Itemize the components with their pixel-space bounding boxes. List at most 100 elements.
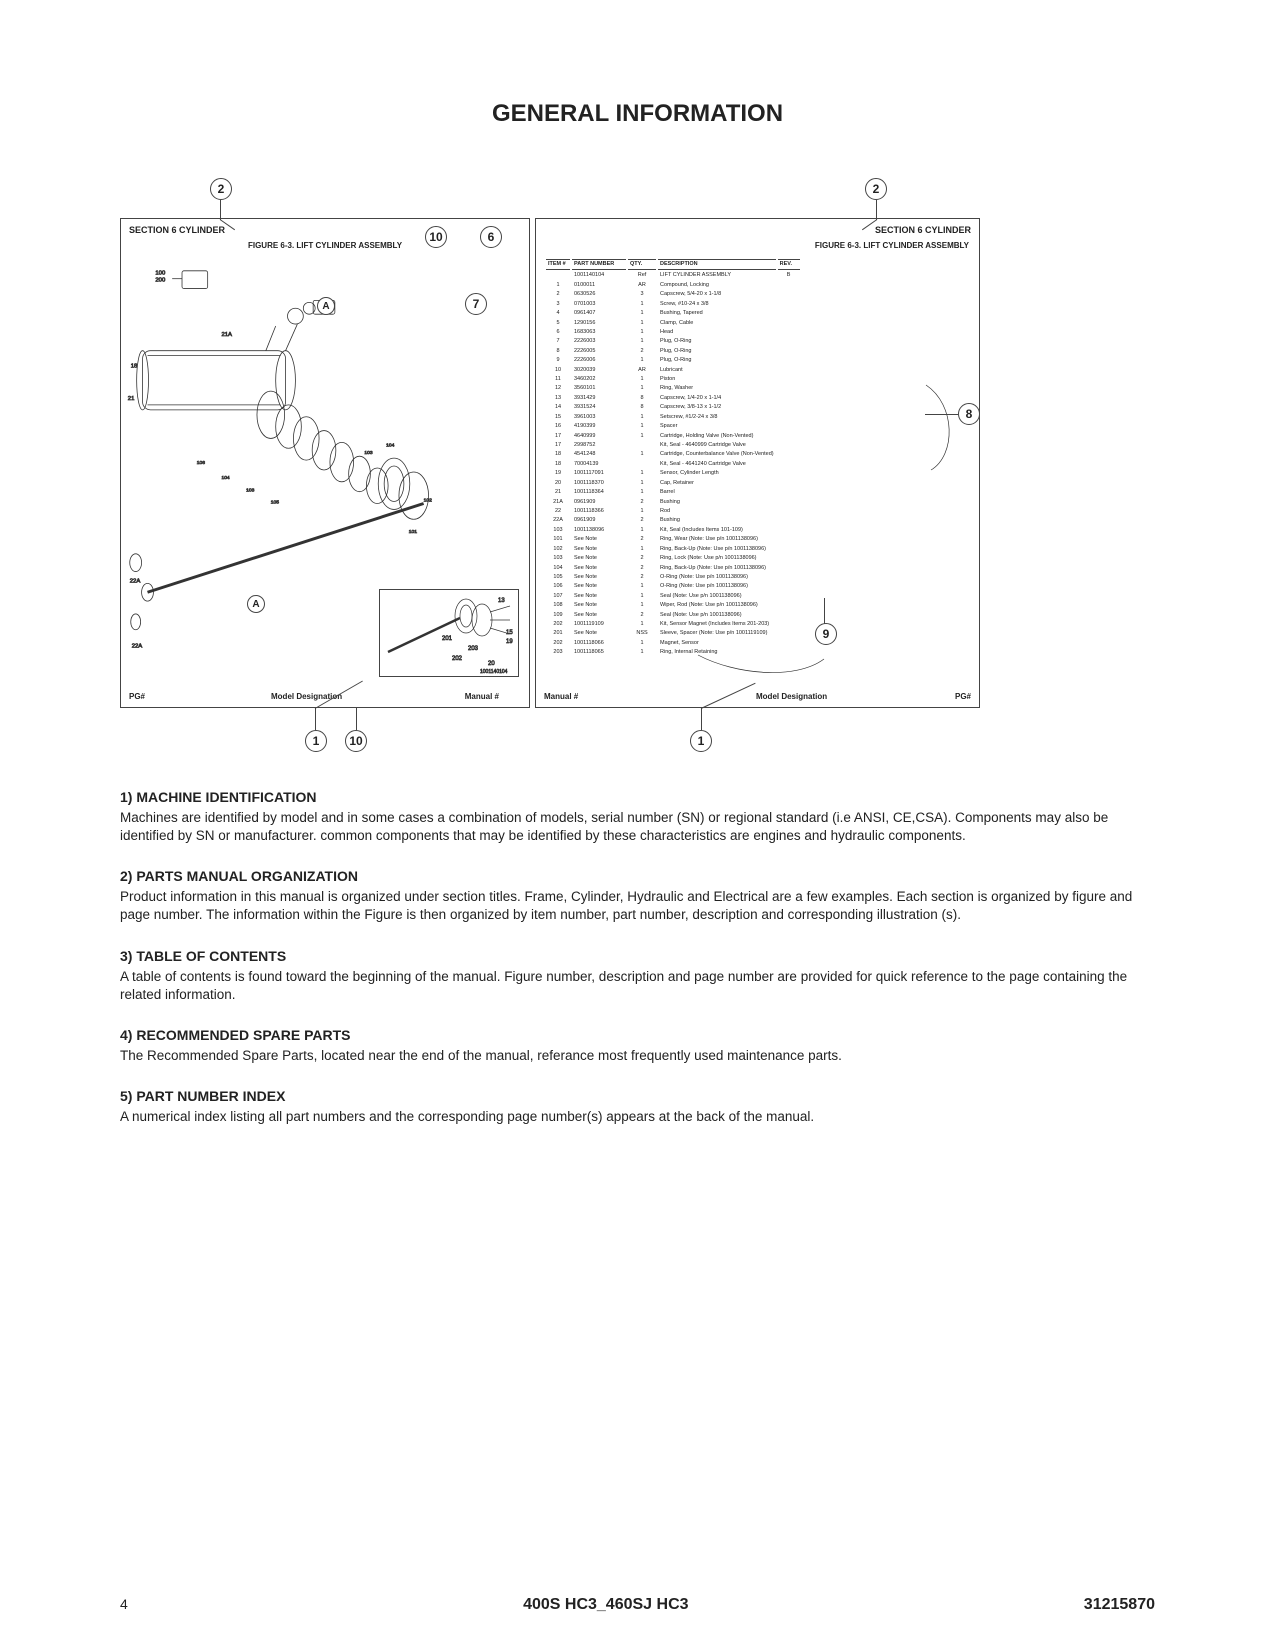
cell-item: 203 — [546, 649, 570, 656]
cell-pn: See Note — [572, 574, 626, 581]
cell-item: 6 — [546, 329, 570, 336]
cell-qty: 1 — [628, 433, 656, 440]
table-row: 106See Note1 O-Ring (Note: Use p/n 10011… — [546, 583, 800, 590]
cell-item: 21 — [546, 489, 570, 496]
cell-rev — [778, 630, 800, 637]
cell-item: 19 — [546, 470, 570, 477]
table-row: 104See Note2 Ring, Back-Up (Note: Use p/… — [546, 565, 800, 572]
callout-A-2: A — [247, 595, 265, 613]
cell-rev — [778, 423, 800, 430]
cell-pn: 1001117091 — [572, 470, 626, 477]
section-body: The Recommended Spare Parts, located nea… — [120, 1047, 1155, 1065]
table-row: 1641903991Spacer — [546, 423, 800, 430]
cell-pn: See Note — [572, 555, 626, 562]
cell-pn: 1290156 — [572, 320, 626, 327]
cell-qty: 1 — [628, 508, 656, 515]
cell-pn: 1001118364 — [572, 489, 626, 496]
svg-text:20: 20 — [488, 661, 495, 667]
cell-rev — [778, 442, 800, 449]
cell-desc: Capscrew, 3/8-13 x 1-1/2 — [658, 404, 776, 411]
cell-qty: Ref — [628, 272, 656, 279]
section-heading: 1) MACHINE IDENTIFICATION — [120, 788, 1155, 807]
cell-desc: LIFT CYLINDER ASSEMBLY — [658, 272, 776, 279]
cell-item: 12 — [546, 385, 570, 392]
cell-pn: 3460202 — [572, 376, 626, 383]
cell-rev — [778, 555, 800, 562]
table-row: 105See Note2 O-Ring (Note: Use p/n 10011… — [546, 574, 800, 581]
cell-desc: Rod — [658, 508, 776, 515]
table-row: 409614071Bushing, Tapered — [546, 310, 800, 317]
cell-qty: 1 — [628, 376, 656, 383]
cell-rev — [778, 546, 800, 553]
cell-pn: 1001118065 — [572, 649, 626, 656]
cell-rev — [778, 470, 800, 477]
table-row: 1235601011Ring, Washer — [546, 385, 800, 392]
cell-pn: 1001118370 — [572, 480, 626, 487]
table-row: 108See Note1 Wiper, Rod (Note: Use p/n 1… — [546, 602, 800, 609]
cell-desc: Ring, Wear (Note: Use p/n 1001138096) — [658, 536, 776, 543]
cell-qty: 1 — [628, 338, 656, 345]
cell-item: 22A — [546, 517, 570, 524]
page-title: GENERAL INFORMATION — [120, 100, 1155, 128]
callout-9: 9 — [815, 623, 837, 645]
cell-pn: 70004139 — [572, 461, 626, 468]
table-row: 20310011180651 Ring, Internal Retaining — [546, 649, 800, 656]
cell-item: 201 — [546, 630, 570, 637]
cell-rev — [778, 602, 800, 609]
cell-desc: Magnet, Sensor — [658, 640, 776, 647]
cell-pn: 3931429 — [572, 395, 626, 402]
table-row: 172998752 Kit, Seal - 4640999 Cartridge … — [546, 442, 800, 449]
cell-qty: 1 — [628, 470, 656, 477]
table-row: 1439315248Capscrew, 3/8-13 x 1-1/2 — [546, 404, 800, 411]
callout-A-1: A — [317, 297, 335, 315]
callout-1-right: 1 — [690, 730, 712, 752]
cell-desc: Kit, Sensor Magnet (Includes Items 201-2… — [658, 621, 776, 628]
cell-pn: 2226003 — [572, 338, 626, 345]
section-label-right: SECTION 6 CYLINDER — [875, 225, 971, 235]
callout-7: 7 — [465, 293, 487, 315]
cell-pn: 1001140104 — [572, 272, 626, 279]
cell-rev — [778, 291, 800, 298]
cell-item: 16 — [546, 423, 570, 430]
cell-pn: 3020039 — [572, 367, 626, 374]
table-row: 201See NoteNSS Sleeve, Spacer (Note: Use… — [546, 630, 800, 637]
cell-rev — [778, 640, 800, 647]
cell-qty: 1 — [628, 329, 656, 336]
svg-text:1001140104: 1001140104 — [480, 669, 508, 675]
cell-qty: 1 — [628, 357, 656, 364]
cell-desc: Bushing — [658, 517, 776, 524]
page-footer: 4 400S HC3_460SJ HC3 31215870 — [120, 1596, 1155, 1614]
detail-inset: 13 19 15 203 202 201 20 1001140104 — [379, 589, 519, 677]
callout-10a: 10 — [425, 226, 447, 248]
left-figure-panel: SECTION 6 CYLINDER FIGURE 6-3. LIFT CYLI… — [120, 218, 530, 708]
cell-rev — [778, 451, 800, 458]
table-row: 616830631Head — [546, 329, 800, 336]
cell-desc: Lubricant — [658, 367, 776, 374]
cell-qty: 1 — [628, 649, 656, 656]
section-heading: 4) RECOMMENDED SPARE PARTS — [120, 1026, 1155, 1045]
cell-rev — [778, 489, 800, 496]
table-row: 1845412481Cartridge, Counterbalance Valv… — [546, 451, 800, 458]
cell-pn: See Note — [572, 593, 626, 600]
svg-text:105: 105 — [271, 500, 279, 506]
table-row: 102See Note1 Ring, Back-Up (Note: Use p/… — [546, 546, 800, 553]
cell-pn: See Note — [572, 546, 626, 553]
cell-desc: Ring, Back-Up (Note: Use p/n 1001138096) — [658, 565, 776, 572]
cell-pn: 0961407 — [572, 310, 626, 317]
cell-item: 202 — [546, 640, 570, 647]
table-row: 922260061Plug, O-Ring — [546, 357, 800, 364]
cell-rev — [778, 612, 800, 619]
section-heading: 2) PARTS MANUAL ORGANIZATION — [120, 867, 1155, 886]
leader — [356, 708, 357, 730]
leader — [701, 708, 702, 730]
callout-6: 6 — [480, 226, 502, 248]
svg-text:18: 18 — [131, 363, 138, 369]
cell-item: 15 — [546, 414, 570, 421]
cell-desc: Head — [658, 329, 776, 336]
table-row: 101See Note2 Ring, Wear (Note: Use p/n 1… — [546, 536, 800, 543]
cell-item: 20 — [546, 480, 570, 487]
cell-pn: 0961909 — [572, 499, 626, 506]
model-label-left: Model Designation — [271, 692, 342, 701]
leader — [925, 414, 958, 415]
svg-text:15: 15 — [506, 630, 513, 636]
